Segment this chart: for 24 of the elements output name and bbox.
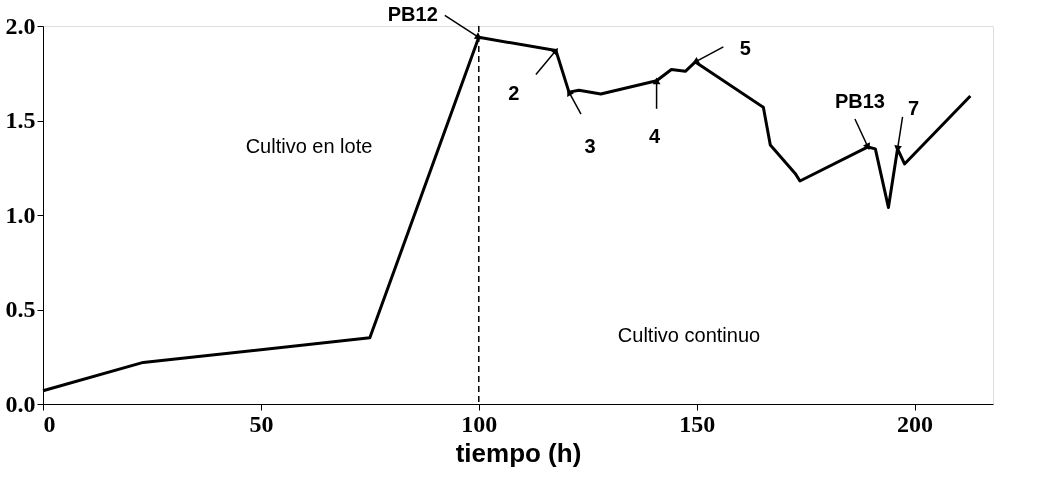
- annotation: Cultivo continuo: [617, 323, 761, 346]
- annotation: PB12: [387, 3, 438, 26]
- x-tick-label: 100: [461, 410, 498, 437]
- annotation: 2: [508, 81, 520, 104]
- x-tick-label: 150: [679, 410, 716, 437]
- annotation: Cultivo en lote: [245, 134, 373, 157]
- y-tick-label: 1.0: [5, 201, 36, 228]
- point: [692, 56, 701, 64]
- x-tick-label: 0: [43, 410, 56, 437]
- annotation: 3: [584, 135, 596, 158]
- y-tick-label: 0.0: [5, 390, 36, 417]
- x-tick-label: 50: [249, 410, 274, 437]
- point: [652, 77, 661, 85]
- annotation: 7: [908, 96, 920, 119]
- y-tick-label: 1.5: [5, 107, 36, 133]
- y-tick-label: 0.5: [5, 296, 36, 322]
- annotation: 5: [739, 36, 751, 59]
- annotation: 4: [649, 124, 662, 147]
- x-tick-label: 200: [897, 410, 934, 437]
- point: [473, 32, 482, 40]
- y-tick-label: 2.0: [5, 12, 36, 39]
- x-axis-title: tiempo (h): [455, 437, 582, 468]
- point: [550, 47, 559, 56]
- annotation: PB13: [834, 89, 885, 112]
